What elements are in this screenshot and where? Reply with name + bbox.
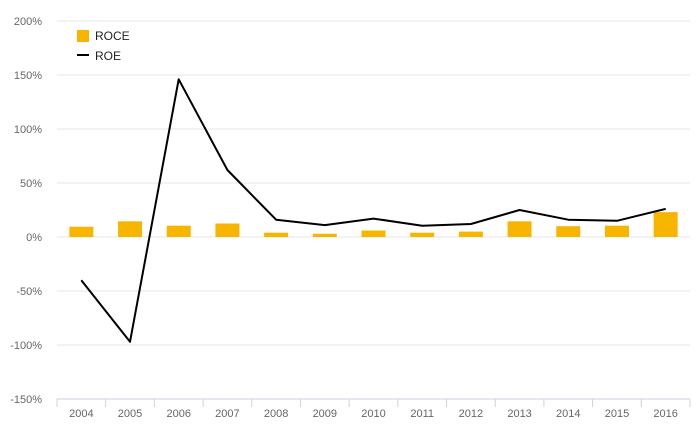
legend: ROCE ROE	[77, 29, 130, 63]
x-tick-label: 2016	[653, 408, 677, 420]
roe-line-layer	[80, 78, 666, 343]
x-tick-label: 2007	[215, 408, 239, 420]
roce-bar	[118, 221, 143, 237]
roce-bars	[69, 212, 678, 237]
y-tick-label: 150%	[14, 70, 42, 82]
y-tick-label: -100%	[10, 340, 42, 352]
roce-bar	[410, 232, 435, 237]
x-tick-label: 2006	[166, 408, 190, 420]
x-axis: 2004 2005 2006 2007 2008 2009 2010 2011 2012 2013…	[56, 398, 691, 420]
x-tick-label: 2012	[459, 408, 483, 420]
roce-bar	[166, 225, 191, 237]
roce-bar	[312, 233, 337, 237]
y-tick-label: 200%	[14, 16, 42, 28]
legend-label-roce: ROCE	[95, 29, 130, 43]
roce-bar	[653, 212, 678, 237]
legend-label-roe: ROE	[95, 49, 121, 63]
roce-bar	[69, 226, 94, 237]
y-axis-ticks: 200% 150% 100% 50% 0% -50% -100% -150%	[10, 16, 42, 406]
roce-bar	[507, 221, 532, 237]
x-tick-label: 2015	[605, 408, 629, 420]
y-tick-label: 0%	[26, 232, 42, 244]
roce-bar	[604, 225, 629, 237]
roe-line	[80, 78, 666, 343]
roce-bar	[215, 223, 240, 237]
y-tick-label: -50%	[16, 286, 42, 298]
roce-bar	[458, 231, 483, 237]
x-tick-label: 2009	[313, 408, 337, 420]
x-tick-label: 2014	[556, 408, 580, 420]
x-tick-label: 2011	[410, 408, 434, 420]
y-tick-label: 100%	[14, 124, 42, 136]
roce-bar	[264, 232, 289, 237]
x-tick-label: 2010	[361, 408, 385, 420]
y-tick-label: 50%	[20, 178, 42, 190]
x-tick-label: 2004	[69, 408, 93, 420]
x-tick-label: 2008	[264, 408, 288, 420]
x-tick-label: 2005	[118, 408, 142, 420]
roce-bar	[361, 230, 386, 237]
legend-swatch-roce	[77, 30, 89, 42]
roce-bar	[556, 226, 581, 237]
x-tick-label: 2013	[507, 408, 531, 420]
y-tick-label: -150%	[10, 394, 42, 406]
grid-layer	[57, 20, 690, 346]
